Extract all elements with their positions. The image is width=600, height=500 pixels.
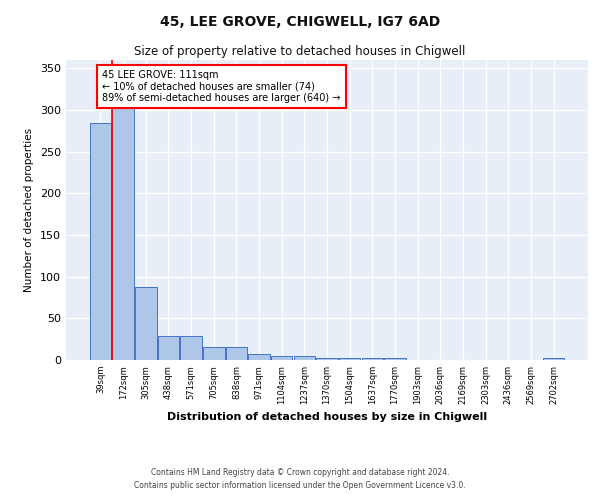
Bar — [181, 336, 202, 360]
Bar — [248, 354, 270, 360]
Bar — [543, 358, 564, 360]
Bar — [158, 336, 179, 360]
Bar — [135, 286, 157, 360]
Bar — [112, 89, 134, 360]
Bar — [362, 358, 383, 360]
Y-axis label: Number of detached properties: Number of detached properties — [25, 128, 34, 292]
Text: Size of property relative to detached houses in Chigwell: Size of property relative to detached ho… — [134, 45, 466, 58]
Bar — [203, 346, 224, 360]
X-axis label: Distribution of detached houses by size in Chigwell: Distribution of detached houses by size … — [167, 412, 487, 422]
Bar — [226, 346, 247, 360]
Bar — [90, 122, 111, 360]
Text: 45 LEE GROVE: 111sqm
← 10% of detached houses are smaller (74)
89% of semi-detac: 45 LEE GROVE: 111sqm ← 10% of detached h… — [102, 70, 341, 103]
Text: 45, LEE GROVE, CHIGWELL, IG7 6AD: 45, LEE GROVE, CHIGWELL, IG7 6AD — [160, 15, 440, 29]
Bar — [271, 356, 292, 360]
Bar — [293, 356, 315, 360]
Bar — [384, 358, 406, 360]
Text: Contains HM Land Registry data © Crown copyright and database right 2024.
Contai: Contains HM Land Registry data © Crown c… — [134, 468, 466, 490]
Bar — [316, 358, 338, 360]
Bar — [339, 358, 361, 360]
